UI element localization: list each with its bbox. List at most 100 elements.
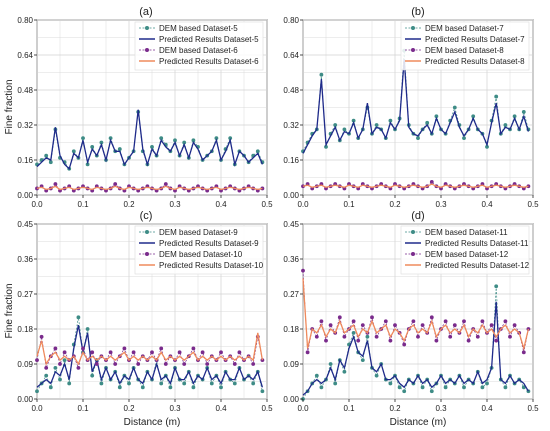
- series-point: [305, 350, 310, 355]
- series-point: [251, 362, 256, 366]
- legend-marker: [145, 252, 149, 256]
- y-tick-label: 0.16: [17, 156, 33, 165]
- x-tick-label: 0.3: [169, 404, 181, 413]
- series-point: [113, 362, 118, 366]
- x-axis-label: Distance (m): [390, 417, 447, 428]
- legend-box: [134, 21, 264, 71]
- series-layer: [35, 109, 265, 193]
- series-point: [333, 123, 338, 127]
- y-axis-label: Fine fraction: [4, 283, 15, 338]
- series-point: [182, 362, 187, 366]
- series-point: [62, 350, 67, 355]
- series-point: [360, 323, 365, 328]
- series-point: [301, 268, 305, 273]
- x-tick-label: 0.4: [481, 404, 493, 413]
- legend-marker: [411, 48, 415, 52]
- legend-label: DEM based Dataset-11: [425, 228, 508, 237]
- series-point: [402, 342, 407, 347]
- panel-label: (b): [411, 6, 424, 18]
- series-point: [429, 389, 434, 394]
- series-line-2: [302, 301, 529, 396]
- panel-label: (d): [411, 210, 424, 222]
- series-point: [448, 334, 453, 339]
- series-point: [503, 123, 508, 127]
- series-point: [177, 350, 182, 355]
- legend-label: DEM based Dataset-7: [425, 24, 504, 33]
- series-point: [388, 381, 393, 386]
- series-point: [480, 319, 485, 324]
- panel-b: 0.0 0.1 0.2 0.3 0.4 0.5 0.00 0.16 0.32 0.48 0.64 0.…: [283, 6, 539, 209]
- series-point: [388, 338, 393, 343]
- legend-label: Predicted Results Dataset-9: [159, 239, 259, 248]
- panel-d: 0.0 0.1 0.2 0.3 0.4 0.5 0.00 0.09 0.18 0.27 0.36 0.…: [283, 210, 539, 428]
- y-tick-label: 0.48: [283, 86, 299, 95]
- series-point: [219, 385, 223, 390]
- series-point: [35, 186, 39, 191]
- series-point: [191, 346, 196, 351]
- series-point: [526, 184, 531, 189]
- series-point: [191, 385, 196, 390]
- series-point: [182, 140, 187, 145]
- series-point: [333, 381, 338, 386]
- series-layer: [301, 268, 531, 401]
- series-point: [255, 149, 260, 154]
- x-tick-label: 0.1: [77, 200, 89, 209]
- legend-label: Predicted Results Dataset-5: [159, 35, 259, 44]
- series-point: [411, 319, 416, 324]
- series-point: [108, 350, 113, 355]
- grid: [36, 223, 268, 400]
- series-point: [228, 136, 233, 141]
- series-line-4: [36, 332, 264, 366]
- series-point: [67, 381, 72, 386]
- series-point: [319, 319, 324, 324]
- series-point: [324, 144, 328, 149]
- legend-marker: [145, 26, 149, 30]
- series-point: [251, 381, 256, 386]
- series-point: [356, 338, 361, 343]
- legend-marker: [411, 252, 415, 256]
- series-point: [462, 385, 466, 390]
- series-point: [159, 346, 164, 351]
- series-point: [337, 315, 342, 320]
- legend: DEM based Dataset-9 Predicted Results Dat…: [134, 225, 264, 275]
- legend-label: Predicted Results Dataset-11: [425, 239, 529, 248]
- y-tick-label: 0.27: [17, 290, 33, 299]
- series-point: [425, 120, 430, 125]
- series-point: [512, 323, 517, 328]
- series-point: [44, 373, 49, 378]
- series-layer: [35, 315, 265, 394]
- series-point: [521, 109, 526, 114]
- legend-marker: [411, 26, 415, 30]
- series-point: [383, 319, 388, 324]
- series-point: [200, 350, 205, 355]
- series-layer: [301, 48, 531, 191]
- series-point: [44, 365, 49, 370]
- series-point: [205, 362, 210, 366]
- series-point: [58, 362, 62, 366]
- series-point: [260, 358, 265, 363]
- series-point: [434, 338, 439, 343]
- series-line-2: [36, 324, 264, 388]
- x-tick-label: 0.4: [481, 200, 493, 209]
- series-point: [508, 334, 512, 339]
- series-point: [342, 369, 347, 374]
- legend-label: DEM based Dataset-9: [159, 228, 238, 237]
- series-point: [150, 144, 154, 149]
- y-tick-label: 0.80: [283, 16, 299, 25]
- series-point: [443, 385, 448, 390]
- y-tick-label: 0.00: [17, 191, 33, 200]
- series-point: [94, 362, 99, 366]
- series-point: [81, 346, 85, 351]
- series-point: [58, 377, 62, 382]
- series-point: [319, 72, 324, 77]
- legend-label: DEM based Dataset-12: [425, 250, 509, 259]
- y-tick-label: 0.09: [283, 360, 299, 369]
- series-point: [434, 114, 439, 119]
- series-point: [466, 338, 471, 343]
- series-point: [471, 114, 476, 119]
- x-tick-label: 0.5: [261, 200, 273, 209]
- series-point: [71, 149, 76, 154]
- series-point: [76, 365, 81, 370]
- tick-layer: 0.0 0.1 0.2 0.3 0.4 0.5 0.00 0.16 0.32 0.48 0.64 0.…: [17, 16, 273, 209]
- series-point: [429, 179, 434, 184]
